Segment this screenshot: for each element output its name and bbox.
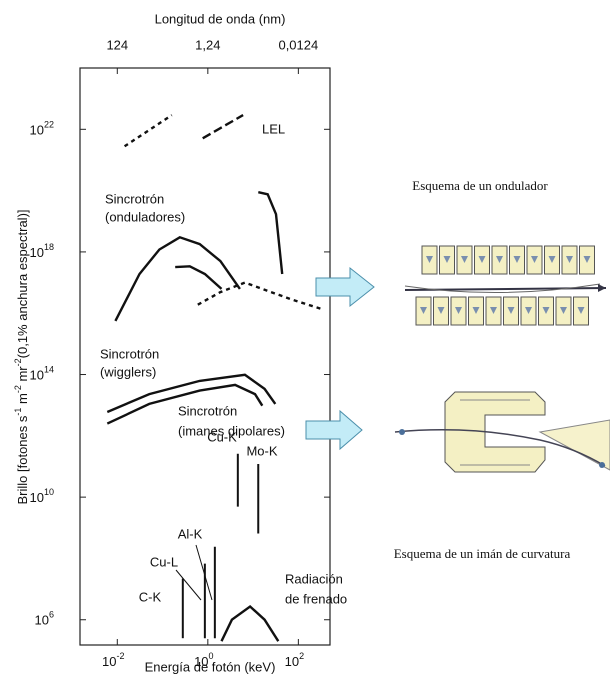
beam-marker <box>599 462 605 468</box>
tick-exponent: 22 <box>44 120 54 130</box>
pointer <box>176 570 201 600</box>
series-line <box>175 266 221 289</box>
tick-base: 10 <box>285 654 299 669</box>
x-axis-title: Energía de fotón (keV) <box>145 659 276 674</box>
emission-label: Mo-K <box>246 443 277 458</box>
tick-exponent: 6 <box>49 610 54 620</box>
tick-exponent: 10 <box>44 488 54 498</box>
annotation: Sincrotrón <box>100 346 159 361</box>
tick-base: 10 <box>30 368 44 383</box>
annotation: Sincrotrón <box>178 403 237 418</box>
tick-exponent: 14 <box>44 365 54 375</box>
x2-tick-label: 1,24 <box>195 37 220 52</box>
label-part: mr <box>15 366 30 385</box>
label-part: (0,1% anchura espectral)] <box>15 209 30 358</box>
emission-label: C-K <box>139 589 162 604</box>
annotation: Sincrotrón <box>105 191 164 206</box>
arrow <box>306 411 362 449</box>
tick-exponent: 0 <box>209 651 214 661</box>
emission-label: Al-K <box>178 526 203 541</box>
label-part: Brillo [fotones s <box>15 415 30 504</box>
tick-base: 10 <box>194 654 208 669</box>
series-line <box>222 607 279 642</box>
superscript: -2 <box>13 385 23 393</box>
beam-marker <box>399 429 405 435</box>
x2-tick-label: 124 <box>106 37 128 52</box>
superscript: -2 <box>13 358 23 366</box>
tick-exponent: -2 <box>117 651 125 661</box>
series-line <box>258 192 282 274</box>
x2-tick-label: 0,0124 <box>278 37 318 52</box>
annotation: LEL <box>262 121 285 136</box>
y-axis-title: Brillo [fotones s-1 m-2 mr-2(0,1% anchur… <box>13 209 30 504</box>
series-line <box>125 115 172 146</box>
tick-label: 1010 <box>30 488 54 506</box>
label-part: m <box>15 393 30 407</box>
tick-label: 106 <box>35 610 54 628</box>
magnet-diagram <box>395 392 610 472</box>
emission-label: Cu-L <box>150 554 178 569</box>
tick-label: 102 <box>285 651 304 669</box>
tick-base: 10 <box>30 491 44 506</box>
tick-label: 1014 <box>30 365 54 383</box>
tick-base: 10 <box>35 613 49 628</box>
tick-exponent: 2 <box>299 651 304 661</box>
undulator-diagram <box>405 246 606 325</box>
annotation: de frenado <box>285 591 347 606</box>
series-line <box>203 115 243 138</box>
tick-exponent: 18 <box>44 242 54 252</box>
tick-label: 1018 <box>30 242 54 260</box>
top-axis-title: Longitud de onda (nm) <box>155 11 286 26</box>
arrow <box>316 268 374 306</box>
annotation: (imanes dipolares) <box>178 423 285 438</box>
series-line <box>198 283 321 309</box>
superscript: -1 <box>13 408 23 416</box>
annotation: (onduladores) <box>105 209 185 224</box>
tick-label: 1022 <box>30 120 54 138</box>
tick-label: 10-2 <box>102 651 124 669</box>
figure: Longitud de onda (nm) Energía de fotón (… <box>0 0 610 679</box>
magnet-caption: Esquema de un imán de curvatura <box>394 546 571 561</box>
annotation: Radiación <box>285 571 343 586</box>
tick-base: 10 <box>30 123 44 138</box>
undulator-caption: Esquema de un ondulador <box>412 178 548 193</box>
annotation: (wigglers) <box>100 364 156 379</box>
tick-base: 10 <box>102 654 116 669</box>
series-line <box>115 237 239 321</box>
tick-base: 10 <box>30 245 44 260</box>
arrowhead <box>598 284 606 292</box>
